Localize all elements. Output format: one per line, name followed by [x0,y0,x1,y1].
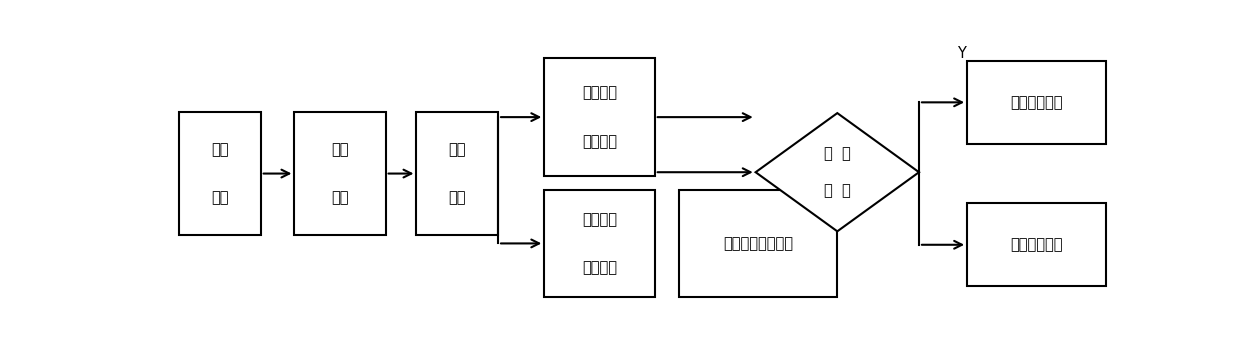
Text: Y: Y [957,46,966,61]
Text: 进入下一工序: 进入下一工序 [1011,95,1063,110]
Bar [294,112,386,235]
Text: 磁环: 磁环 [211,190,228,205]
Bar [544,58,655,176]
Text: 传送: 传送 [211,142,228,157]
Text: 发生检测: 发生检测 [582,86,618,101]
Text: 采集: 采集 [331,190,348,205]
Text: 进入废品仓库: 进入废品仓库 [1011,237,1063,252]
Bar [179,112,260,235]
Bar [678,190,837,297]
Bar [967,203,1106,287]
Bar [967,61,1106,144]
Text: 检测: 检测 [449,190,466,205]
Text: 信号结果: 信号结果 [582,134,618,149]
Text: 缺陷: 缺陷 [449,142,466,157]
Text: 是  否: 是 否 [823,146,851,161]
Text: 检测结果: 检测结果 [582,212,618,227]
Text: 图像: 图像 [331,142,348,157]
Polygon shape [755,113,919,231]
Text: 数据储存: 数据储存 [582,260,618,275]
Text: 合  格: 合 格 [823,184,851,199]
Bar [544,190,655,297]
Text: 统计磁环产品优良: 统计磁环产品优良 [723,236,794,251]
Bar [417,112,498,235]
